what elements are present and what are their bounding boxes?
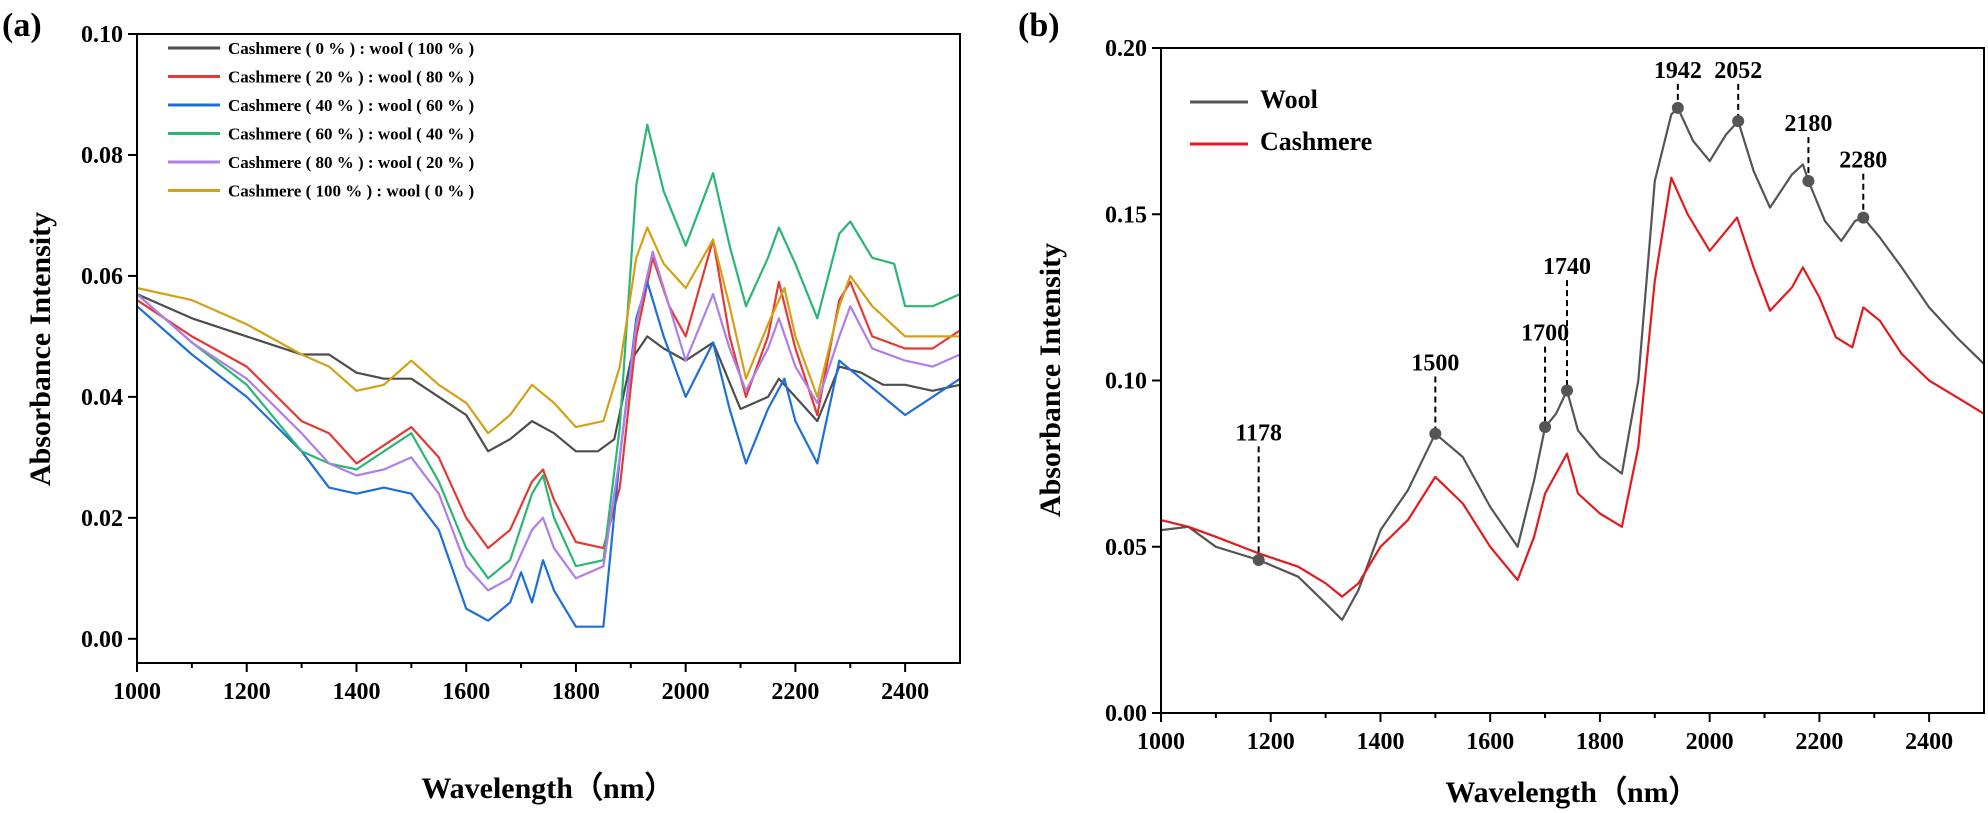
- panel-a-x-tick-label: 2000: [662, 679, 710, 705]
- panel-a-x-tick-label: 1000: [113, 679, 161, 705]
- panel-b-x-tick-label: 1000: [1137, 729, 1185, 755]
- panel-b-peak-label: 1500: [1411, 351, 1459, 377]
- panel-b-legend-label: Cashmere: [1260, 127, 1372, 156]
- panel-a-series-line-1: [136, 238, 961, 550]
- panel-b: (b) 1000 1200 1400 1600 1800 2000 2200 2400 0.00…: [1018, 7, 1985, 809]
- panel-b-y-axis-title: Absorbance Intensity: [1034, 243, 1067, 517]
- panel-b-y-tick-label: 0.20: [1105, 36, 1147, 62]
- panel-a-x-tick-label: 1600: [442, 679, 490, 705]
- panel-a-y-tick-label: 0.10: [81, 22, 123, 48]
- panel-b-peak-label: 1700: [1521, 321, 1569, 347]
- panel-b-peak-marker: [1252, 554, 1265, 567]
- panel-a-series-line-5: [136, 226, 960, 435]
- panel-a-label: (a): [2, 7, 42, 44]
- panel-a-x-axis-title: Wavelength（nm）: [421, 771, 674, 805]
- panel-b-legend-label: Wool: [1260, 85, 1318, 114]
- panel-a-legend-label: Cashmere ( 20 % ) : wool ( 80 % ): [228, 68, 474, 87]
- panel-a-legend-label: Cashmere ( 100 % ) : wool ( 0 % ): [228, 182, 474, 201]
- panel-b-peak-label: 1942: [1654, 58, 1702, 84]
- panel-a-legend-label: Cashmere ( 80 % ) : wool ( 20 % ): [228, 153, 474, 172]
- panel-a-x-tick-label: 1400: [332, 679, 380, 705]
- panel-b-peak-marker: [1802, 175, 1815, 187]
- panel-a-y-tick-label: 0.00: [81, 627, 123, 653]
- panel-b-x-tick-label: 1400: [1356, 729, 1404, 755]
- panel-a: (a) 1000 1200 1400 1600 1800 2000 2200 2400 0.00…: [2, 7, 961, 805]
- panel-b-ticks: 1000 1200 1400 1600 1800 2000 2200 2400 0.00 0.05…: [1105, 36, 1953, 755]
- panel-a-legend-label: Cashmere ( 60 % ) : wool ( 40 % ): [228, 125, 474, 144]
- panel-a-legend-label: Cashmere ( 0 % ) : wool ( 100 % ): [228, 39, 474, 58]
- panel-a-y-tick-label: 0.06: [81, 264, 123, 290]
- panel-a-legend-label: Cashmere ( 40 % ) : wool ( 60 % ): [228, 96, 474, 115]
- panel-b-y-tick-label: 0.00: [1105, 701, 1147, 727]
- panel-a-y-tick-label: 0.04: [81, 385, 123, 411]
- panel-b-peak-label: 1178: [1235, 420, 1282, 446]
- panel-a-series-line-2: [136, 280, 961, 628]
- panel-a-series-line-0: [136, 293, 961, 453]
- panel-a-x-tick-label: 2200: [771, 679, 819, 705]
- panel-b-x-tick-label: 2400: [1905, 729, 1953, 755]
- panel-b-peak-marker: [1561, 384, 1574, 397]
- panel-b-peak-label: 2052: [1714, 58, 1762, 84]
- panel-b-x-tick-label: 1600: [1466, 729, 1514, 755]
- panel-b-y-tick-label: 0.15: [1105, 202, 1147, 228]
- panel-b-series-line-0: [1160, 106, 1985, 621]
- panel-a-series-line-4: [136, 250, 961, 592]
- panel-b-y-tick-label: 0.10: [1105, 369, 1147, 395]
- panel-a-series-group: [136, 123, 961, 628]
- panel-a-y-axis-title: Absorbance Intensity: [24, 212, 57, 486]
- panel-b-peak-marker: [1429, 427, 1442, 440]
- panel-b-x-tick-label: 1800: [1576, 729, 1624, 755]
- panel-b-peak-label: 2280: [1839, 148, 1887, 174]
- panel-a-x-tick-label: 2400: [881, 679, 929, 705]
- panel-b-peak-marker: [1857, 211, 1870, 224]
- panel-b-x-tick-label: 1200: [1247, 729, 1295, 755]
- panel-a-ticks: 1000 1200 1400 1600 1800 2000 2200 2400 0.00 0.02…: [81, 22, 929, 705]
- panel-b-peak-marker: [1671, 101, 1684, 114]
- panel-a-frame: [136, 33, 961, 664]
- panel-b-annotations: 1178 1500 1700 1740 1942 2052 2180 2280: [1235, 58, 1887, 567]
- panel-b-series-group: [1160, 106, 1985, 621]
- panel-a-x-tick-label: 1800: [552, 679, 600, 705]
- panel-b-y-tick-label: 0.05: [1105, 535, 1147, 561]
- panel-a-y-tick-label: 0.02: [81, 506, 123, 532]
- panel-b-x-tick-label: 2200: [1795, 729, 1843, 755]
- panel-b-x-tick-label: 2000: [1686, 729, 1734, 755]
- panel-a-y-tick-label: 0.08: [81, 143, 123, 169]
- panel-a-legend: Cashmere ( 0 % ) : wool ( 100 % ) Cashmer…: [168, 39, 474, 201]
- panel-a-x-tick-label: 1200: [223, 679, 271, 705]
- panel-b-legend: Wool Cashmere: [1190, 85, 1372, 156]
- panel-b-x-axis-title: Wavelength（nm）: [1445, 775, 1698, 809]
- panel-b-label: (b): [1018, 7, 1060, 44]
- panel-b-peak-marker: [1732, 115, 1745, 128]
- panel-b-peak-label: 2180: [1784, 111, 1832, 137]
- panel-b-peak-marker: [1539, 421, 1552, 434]
- panel-b-series-line-1: [1160, 176, 1985, 598]
- panel-b-peak-label: 1740: [1543, 254, 1591, 280]
